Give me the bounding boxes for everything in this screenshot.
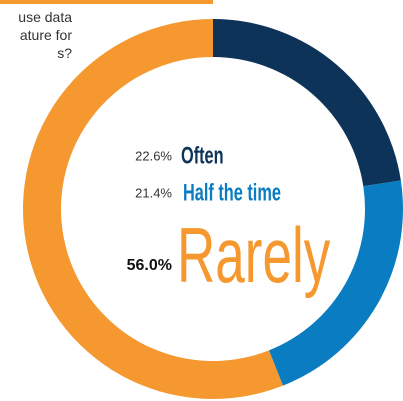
question-line: use data [18,9,72,25]
value-label: 22.6% [135,148,172,163]
labels: 22.6% Often 21.4% Half the time 56.0% Rarely [127,142,331,299]
donut-slice [23,19,283,399]
question-line: s? [57,45,72,61]
category-label: Often [181,142,224,169]
value-label: 21.4% [135,185,172,200]
donut [23,19,403,399]
category-label: Half the time [183,179,281,206]
value-label: 56.0% [127,257,172,274]
donut-slice [268,180,403,386]
donut-slice [213,19,401,187]
accent-bar [0,0,213,4]
question-line: ature for [20,27,72,43]
category-label: Rarely [177,213,331,300]
